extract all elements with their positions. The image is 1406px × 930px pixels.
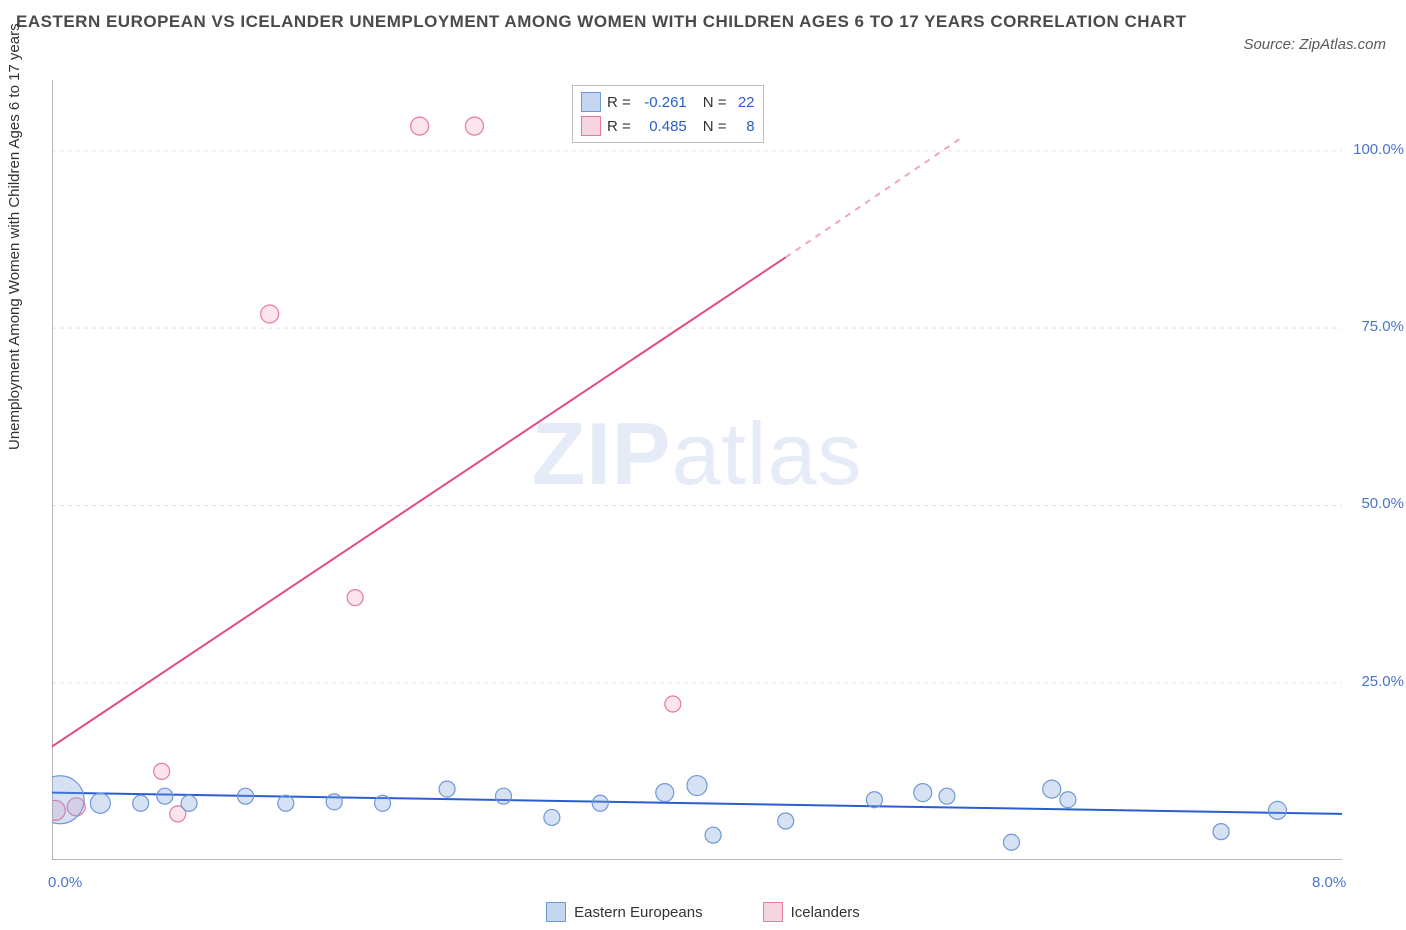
legend-swatch (581, 92, 601, 112)
legend-swatch (763, 902, 783, 922)
y-tick-label: 50.0% (1348, 495, 1404, 512)
x-tick-label: 8.0% (1312, 874, 1346, 891)
stats-box: R = -0.261 N = 22 R = 0.485 N = 8 (572, 85, 764, 143)
y-tick-label: 100.0% (1348, 141, 1404, 158)
chart-area: ZIPatlas R =-0.261N =22R =0.485N =8 25.0… (52, 80, 1342, 860)
legend-label: Icelanders (791, 904, 860, 921)
chart-container: EASTERN EUROPEAN VS ICELANDER UNEMPLOYME… (0, 0, 1406, 930)
stats-row: R = 0.485 N = 8 (581, 114, 755, 138)
n-value: 22 (733, 94, 755, 111)
chart-title: EASTERN EUROPEAN VS ICELANDER UNEMPLOYME… (16, 8, 1206, 35)
legend-swatch (546, 902, 566, 922)
source-label: Source: ZipAtlas.com (1243, 36, 1386, 53)
bottom-legend: Eastern Europeans Icelanders (0, 902, 1406, 926)
y-axis-label: Unemployment Among Women with Children A… (6, 23, 23, 450)
r-label: R = (607, 94, 631, 111)
plot-svg (52, 80, 1342, 860)
legend-swatch (581, 116, 601, 136)
n-label: N = (703, 94, 727, 111)
y-tick-label: 25.0% (1348, 673, 1404, 690)
legend-label: Eastern Europeans (574, 904, 702, 921)
stats-row: R = -0.261 N = 22 (581, 90, 755, 114)
x-tick-label: 0.0% (48, 874, 82, 891)
n-label: N = (703, 118, 727, 135)
r-label: R = (607, 118, 631, 135)
legend-item: Eastern Europeans (546, 902, 702, 922)
r-value: -0.261 (637, 94, 687, 111)
legend-item: Icelanders (763, 902, 860, 922)
r-value: 0.485 (637, 118, 687, 135)
n-value: 8 (733, 118, 755, 135)
y-tick-label: 75.0% (1348, 318, 1404, 335)
